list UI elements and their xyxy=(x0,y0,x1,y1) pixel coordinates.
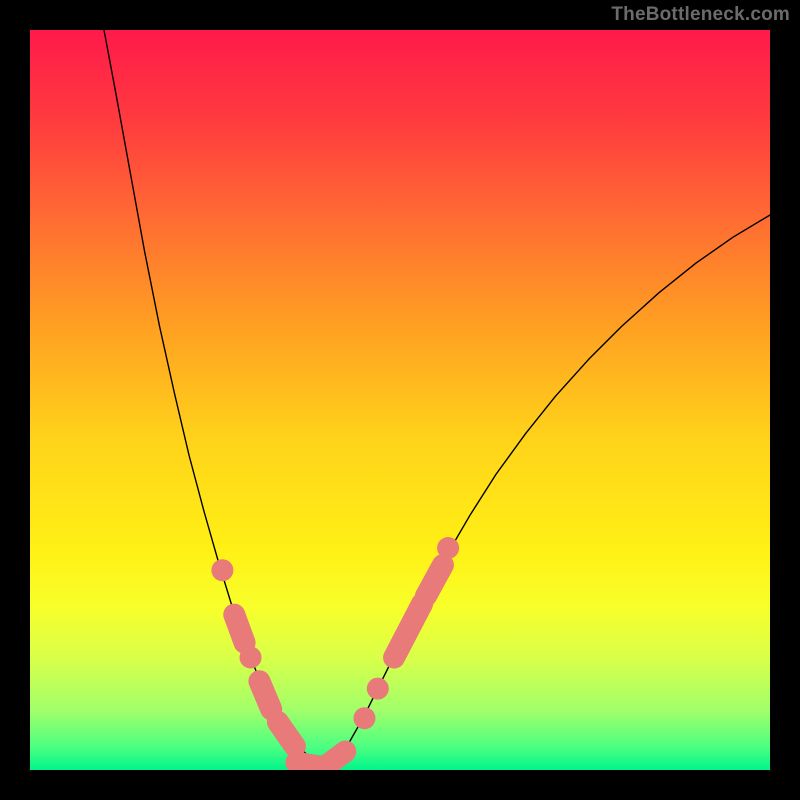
marker-pill xyxy=(259,681,271,709)
marker-circle xyxy=(240,647,262,669)
marker-circle xyxy=(353,707,375,729)
marker-pill xyxy=(426,565,443,596)
marker-pill xyxy=(234,615,244,643)
marker-pill xyxy=(278,722,295,746)
marker-pill xyxy=(325,752,346,768)
chart-plot-area xyxy=(30,30,770,770)
marker-circle xyxy=(211,559,233,581)
chart-svg xyxy=(30,30,770,770)
watermark-text: TheBottleneck.com xyxy=(611,4,790,26)
marker-circle xyxy=(367,678,389,700)
marker-circle xyxy=(437,537,459,559)
